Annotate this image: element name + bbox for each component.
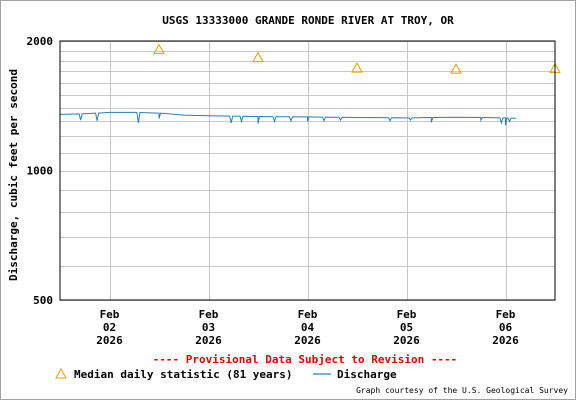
y-tick-label: 500	[33, 294, 53, 307]
x-tick-label: 03	[202, 321, 215, 334]
legend-discharge-label: Discharge	[337, 368, 397, 381]
discharge-line	[59, 111, 516, 126]
x-tick-label: 02	[103, 321, 116, 334]
x-tick-label: Feb	[397, 308, 417, 321]
y-tick-label: 1000	[27, 165, 54, 178]
x-tick-label: Feb	[496, 308, 516, 321]
median-statistic-marker	[252, 51, 264, 63]
legend-median-triangle-icon	[55, 367, 67, 379]
median-statistic-marker	[351, 62, 363, 73]
x-tick-label: 2026	[96, 334, 123, 347]
y-tick-label: 2000	[27, 35, 54, 48]
usgs-credit: Graph courtesy of the U.S. Geological Su…	[356, 386, 568, 395]
x-tick-label: 04	[301, 321, 315, 334]
x-tick-label: 2026	[492, 334, 519, 347]
median-statistic-marker	[450, 63, 462, 74]
provisional-notice: ---- Provisional Data Subject to Revisio…	[153, 353, 458, 366]
x-tick-label: 2026	[294, 334, 321, 347]
chart-title: USGS 13333000 GRANDE RONDE RIVER AT TROY…	[162, 14, 454, 27]
median-statistic-marker	[153, 43, 165, 55]
legend-median-label: Median daily statistic (81 years)	[74, 368, 293, 381]
x-tick-label: 2026	[393, 334, 420, 347]
series-layer	[59, 43, 561, 126]
grid-lines	[60, 41, 555, 301]
x-tick-label: 2026	[195, 334, 222, 347]
plot-area-border	[59, 40, 556, 301]
x-tick-label: Feb	[298, 308, 318, 321]
x-tick-labels: Feb022026Feb032026Feb042026Feb052026Feb0…	[96, 308, 519, 347]
x-tick-label: Feb	[100, 308, 120, 321]
y-axis-label: Discharge, cubic feet per second	[7, 69, 20, 281]
y-tick-labels: 500 1000 2000	[27, 35, 54, 307]
x-tick-label: 05	[400, 321, 413, 334]
x-tick-label: Feb	[199, 308, 219, 321]
x-tick-label: 06	[499, 321, 513, 334]
legend: Median daily statistic (81 years) Discha…	[55, 367, 397, 381]
